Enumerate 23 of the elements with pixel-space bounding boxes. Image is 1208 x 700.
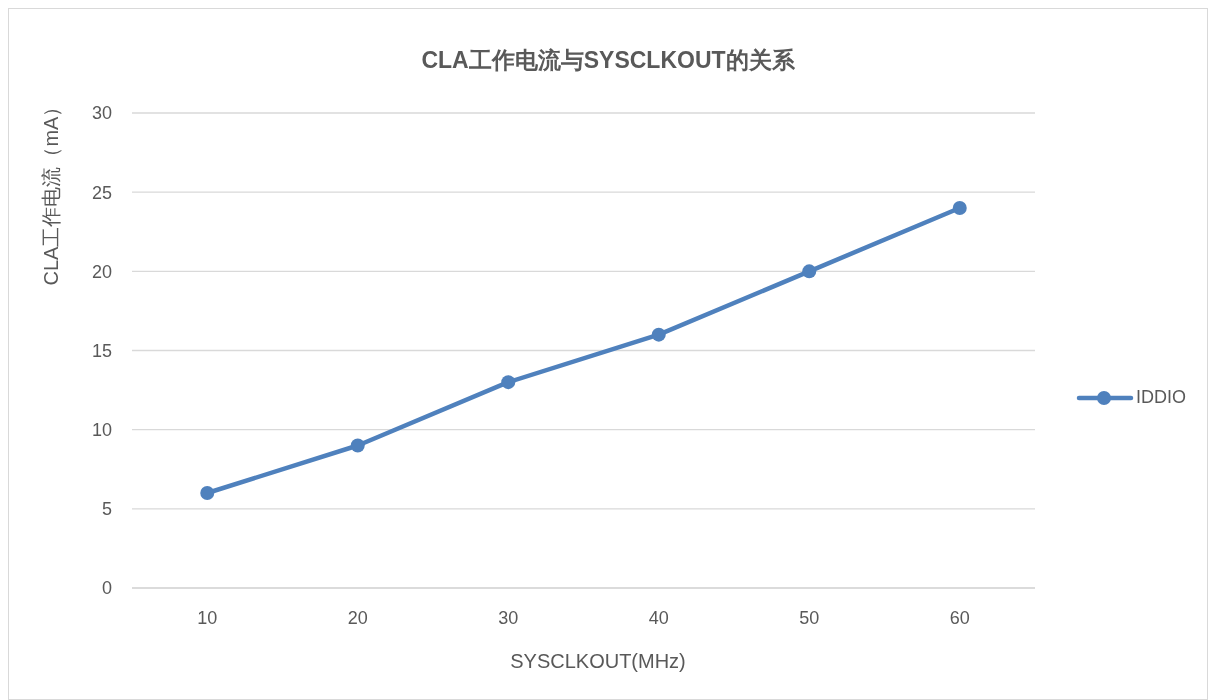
y-tick-label: 30	[91, 103, 112, 124]
x-tick-label: 20	[347, 607, 368, 628]
x-tick-label: 60	[949, 607, 970, 628]
point	[952, 201, 967, 215]
chart-title: CLA工作电流与SYSCLKOUT的关系	[420, 46, 796, 75]
point	[651, 327, 666, 342]
legend-label: IDDIO	[1136, 387, 1187, 408]
y-tick-label: 20	[91, 261, 112, 282]
y-tick-label: 25	[91, 182, 112, 203]
point	[350, 438, 365, 453]
x-axis-title: SYSCLKOUT(MHz)	[510, 650, 686, 673]
y-tick-label: 15	[91, 340, 112, 361]
y-tick-label: 0	[101, 578, 112, 599]
x-tick-label: 40	[648, 607, 669, 628]
point	[501, 375, 516, 390]
y-tick-label: 5	[101, 499, 112, 520]
x-tick-label: 10	[197, 607, 218, 628]
y-axis-title: CLA工作电流（mA）	[38, 96, 63, 286]
point	[802, 264, 817, 279]
x-tick-label: 30	[498, 607, 519, 628]
point	[200, 486, 215, 500]
x-tick-label: 50	[799, 607, 820, 628]
y-tick-label: 10	[91, 420, 112, 441]
